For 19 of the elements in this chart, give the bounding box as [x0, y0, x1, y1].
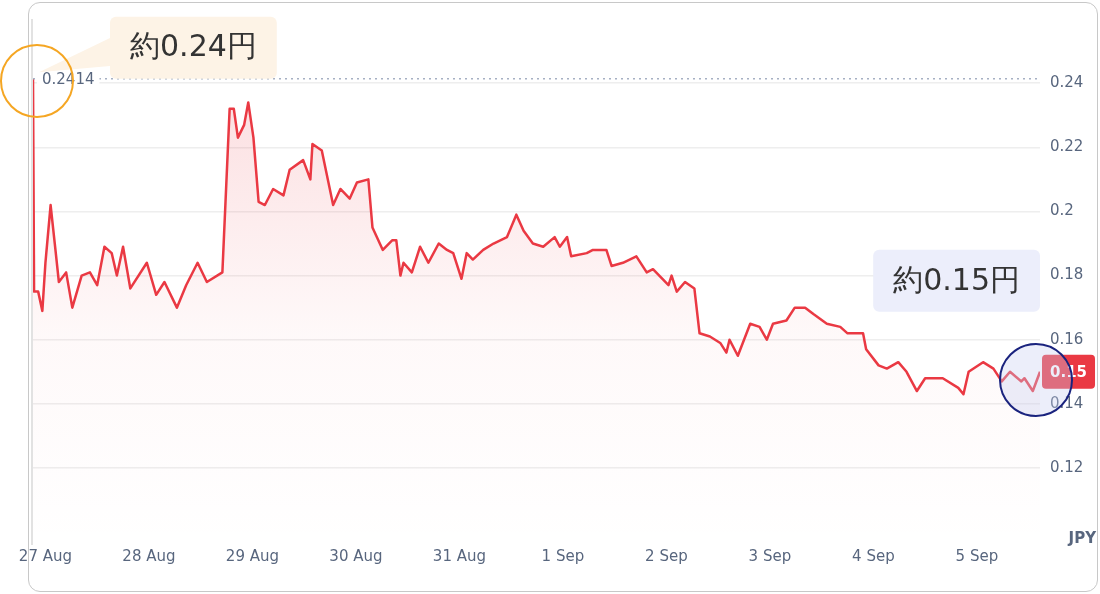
x-tick-label: 27 Aug [18, 546, 73, 565]
y-tick-label: 0.22 [1050, 137, 1084, 156]
y-axis-title: JPY [1067, 528, 1098, 547]
annotation: 約0.24円 [130, 28, 257, 64]
y-tick-label: 0.24 [1050, 73, 1084, 92]
y-tick-label: 0.12 [1050, 457, 1084, 476]
annotation: 約0.15円 [893, 261, 1020, 297]
x-tick-label: 31 Aug [432, 546, 486, 565]
x-tick-label: 5 Sep [955, 546, 999, 565]
x-tick-label: 3 Sep [748, 546, 792, 565]
y-tick-label: 0.16 [1050, 329, 1084, 348]
y-tick-label: 0.18 [1050, 265, 1084, 284]
y-tick-label: 0.2 [1050, 201, 1074, 220]
x-tick-label: 2 Sep [645, 546, 688, 565]
x-tick-label: 1 Sep [541, 546, 585, 565]
x-tick-label: 30 Aug [329, 546, 383, 565]
x-tick-label: 29 Aug [225, 546, 279, 565]
x-tick-label: 28 Aug [122, 546, 176, 565]
x-tick-label: 4 Sep [852, 546, 895, 565]
